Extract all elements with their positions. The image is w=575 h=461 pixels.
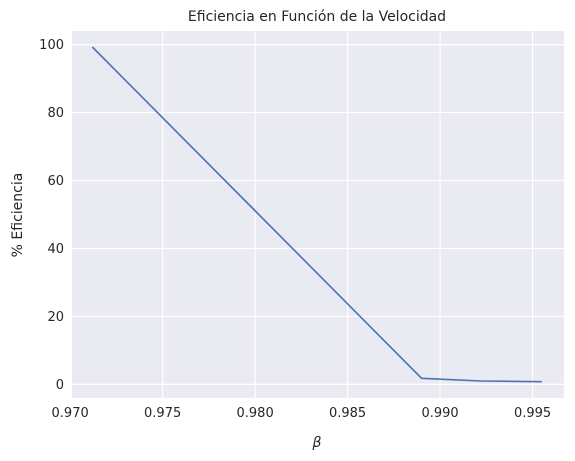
- x-tick-label: 0.985: [329, 406, 366, 421]
- y-axis-label: % Eficiencia: [10, 173, 26, 258]
- x-axis-label: β: [312, 435, 322, 451]
- x-tick-label: 0.990: [421, 406, 458, 421]
- y-tick-label: 60: [47, 174, 64, 189]
- y-tick-label: 80: [47, 106, 64, 121]
- y-tick-label: 0: [56, 378, 64, 393]
- y-tick-label: 40: [47, 242, 64, 257]
- plot-area: [72, 31, 564, 398]
- y-tick-label: 100: [39, 38, 64, 53]
- x-tick-label: 0.995: [514, 406, 551, 421]
- x-tick-label: 0.975: [144, 406, 181, 421]
- grid-lines: [69, 31, 564, 398]
- chart-title: Eficiencia en Función de la Velocidad: [188, 9, 446, 25]
- x-tick-label: 0.970: [52, 406, 89, 421]
- x-tick-label: 0.980: [237, 406, 274, 421]
- tick-labels: 0.970 0.975 0.980 0.985 0.990 0.995 0 20 40 60 80 1…: [39, 38, 551, 421]
- series-line: [91, 46, 542, 383]
- y-tick-label: 20: [47, 310, 64, 325]
